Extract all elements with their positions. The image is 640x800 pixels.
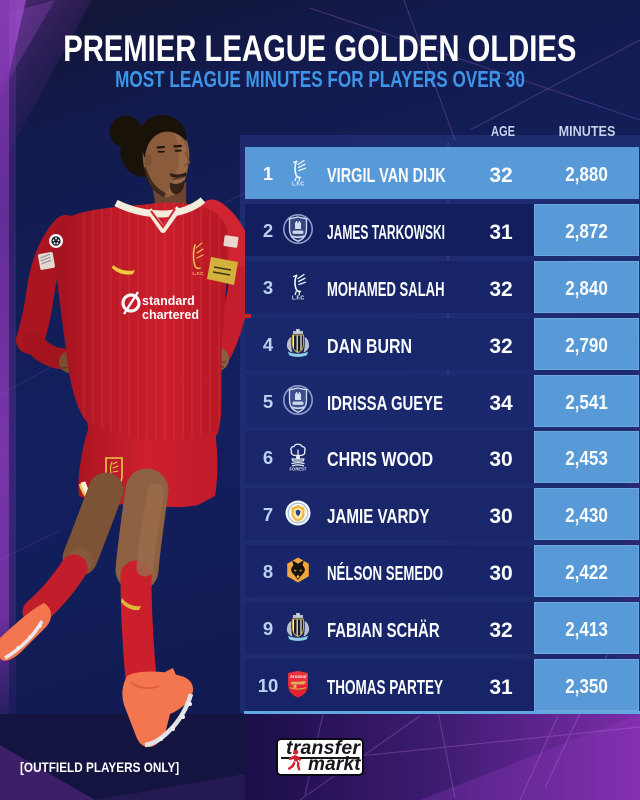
svg-text:chartered: chartered bbox=[142, 308, 199, 322]
svg-text:L.F.C: L.F.C bbox=[193, 271, 205, 276]
svg-text:standard: standard bbox=[142, 294, 195, 308]
